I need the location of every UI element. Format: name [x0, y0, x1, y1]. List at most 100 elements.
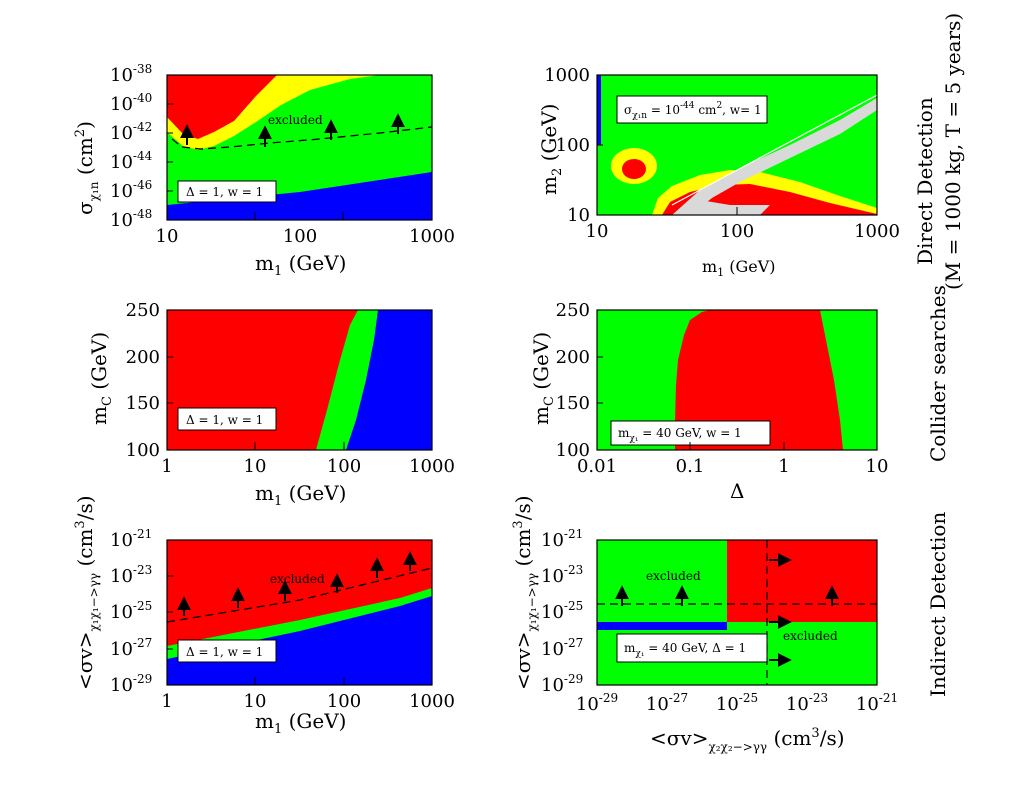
- p2-white-line: [671, 94, 878, 206]
- p1-xtick: 1000: [409, 226, 455, 247]
- p1-ytick: 10-46: [110, 178, 152, 202]
- p1-ytick: 10-38: [110, 62, 152, 86]
- p2-legend-box: [616, 95, 768, 124]
- p5-excluded-label: excluded: [270, 572, 325, 586]
- p6-xtick: 10-23: [786, 691, 828, 715]
- p2-ytick: 100: [556, 135, 590, 156]
- p1-xtick: 100: [283, 226, 317, 247]
- p2-gray-diagonal: [672, 98, 877, 215]
- panel-4: mχ₁ = 40 GeV, w = 1 0.01 0.1 1 10 100 15…: [529, 300, 888, 503]
- panel-2: σχ₁n = 10-44 cm2, w= 1 10 100 1000 10 10…: [537, 65, 900, 279]
- p6-frame: [596, 539, 878, 686]
- p6-xtick: 10-21: [856, 691, 898, 715]
- p6-ylabel: <σv>χ₁χ₁−>γγ (cm3/s): [511, 495, 539, 690]
- p4-frame: [596, 309, 878, 451]
- panel-1: excluded Δ = 1, w = 1 10 100 1000 10-48 …: [73, 62, 455, 279]
- p3-ytick: 200: [126, 347, 160, 368]
- p1-ytick: 10-44: [110, 149, 153, 173]
- p6-legend-text: mχ₁ = 40 GeV, Δ = 1: [624, 641, 746, 659]
- p6-arrows: [615, 553, 839, 667]
- p5-xtick: 10: [244, 691, 267, 712]
- p4-ytick: 150: [556, 393, 590, 414]
- p5-xtick: 100: [327, 691, 361, 712]
- p3-ylabel: mC (GeV): [87, 332, 115, 425]
- p6-xlabel: <σv>χ₂χ₂−>γγ (cm3/s): [650, 726, 845, 754]
- p6-excluded-label: excluded: [783, 629, 838, 643]
- p3-xtick: 100: [327, 456, 361, 477]
- p5-legend-text: Δ = 1, w = 1: [186, 645, 263, 659]
- side-label-direct-1: Direct Detection: [913, 97, 937, 265]
- p6-red-region: [727, 540, 877, 622]
- p1-frame: [166, 74, 433, 221]
- p1-ylabel: σχ₁n (cm2): [73, 121, 101, 215]
- p6-ytick: 10-27: [541, 636, 583, 660]
- p4-xtick: 0.1: [676, 456, 705, 477]
- p1-legend-text: Δ = 1, w = 1: [186, 185, 263, 199]
- p1-ytick: 10-40: [110, 91, 152, 115]
- p4-xtick: 1: [778, 456, 789, 477]
- p6-xtick: 10-25: [716, 691, 758, 715]
- p6-blue-region: [597, 622, 727, 630]
- p4-xlabel: Δ: [730, 479, 744, 503]
- p3-xtick: 1000: [409, 456, 455, 477]
- p4-ytick: 100: [556, 440, 590, 461]
- p1-excluded-label: excluded: [268, 113, 323, 127]
- p6-ytick: 10-29: [541, 672, 583, 696]
- p6-xtick: 10-29: [576, 691, 618, 715]
- p4-xtick: 0.01: [577, 456, 617, 477]
- p3-ytick: 250: [126, 300, 160, 321]
- p2-ytick: 10: [567, 205, 590, 226]
- p2-xtick: 1000: [854, 221, 900, 242]
- p6-legend-box: [616, 633, 768, 663]
- p3-legend-text: Δ = 1, w = 1: [186, 413, 263, 427]
- p3-ytick: 150: [126, 393, 160, 414]
- p5-legend-box: [177, 639, 277, 663]
- p6-ytick: 10-25: [541, 599, 583, 623]
- p3-xtick: 10: [244, 456, 267, 477]
- p4-xtick: 10: [866, 456, 889, 477]
- p5-ytick: 10-21: [110, 527, 152, 551]
- p3-legend-box: [177, 407, 277, 431]
- side-label-direct-2: (M = 1000 kg, T = 5 years): [941, 13, 965, 290]
- p2-ylabel: m2 (GeV): [537, 104, 565, 195]
- p5-blue-region: [167, 596, 432, 685]
- p3-xlabel: m1 (GeV): [255, 481, 346, 509]
- p6-ytick: 10-21: [541, 527, 583, 551]
- panel-6: excluded excluded mχ₁ = 40 GeV, Δ = 1 10…: [511, 495, 898, 754]
- p1-xtick: 10: [156, 226, 179, 247]
- p1-exclusion-curve: [171, 126, 433, 150]
- p5-ytick: 10-25: [110, 599, 152, 623]
- panel-5: excluded Δ = 1, w = 1 1 10 100 1000 10-2…: [73, 495, 455, 737]
- p3-frame: [166, 309, 433, 451]
- p1-legend-box: [177, 180, 277, 203]
- panel-3: Δ = 1, w = 1 1 10 100 1000 100 150 200 2…: [87, 300, 455, 509]
- p4-legend-box: [610, 420, 771, 446]
- p4-ytick: 250: [556, 300, 590, 321]
- p2-xlabel: m1 (GeV): [702, 257, 776, 279]
- p5-xtick: 1: [161, 691, 172, 712]
- p5-xlabel: m1 (GeV): [255, 709, 346, 737]
- p4-red-region: [675, 310, 843, 450]
- p5-ytick: 10-27: [110, 636, 152, 660]
- p3-blue-region: [346, 310, 432, 450]
- p2-ytick: 1000: [544, 65, 590, 86]
- p5-arrows: [177, 551, 417, 616]
- p1-xlabel: m1 (GeV): [255, 251, 346, 279]
- p4-legend-text: mχ₁ = 40 GeV, w = 1: [618, 426, 742, 444]
- p1-blue-region: [167, 172, 432, 220]
- p1-ytick: 10-42: [110, 120, 152, 144]
- p3-ytick: 100: [126, 440, 160, 461]
- p2-xtick: 10: [586, 221, 609, 242]
- p2-gray-wedge: [672, 200, 770, 215]
- p5-ytick: 10-23: [110, 563, 152, 587]
- p3-xtick: 1: [161, 456, 172, 477]
- side-label-collider: Collider searches: [926, 285, 950, 462]
- p4-ylabel: mC (GeV): [529, 332, 557, 425]
- p4-ytick: 200: [556, 347, 590, 368]
- p2-xtick: 100: [720, 221, 754, 242]
- p1-ytick: 10-48: [110, 207, 152, 231]
- p5-ylabel: <σv>χ₁χ₁−>γγ (cm3/s): [73, 495, 101, 690]
- p1-arrows: [180, 113, 405, 147]
- p6-excluded-label: excluded: [646, 569, 701, 583]
